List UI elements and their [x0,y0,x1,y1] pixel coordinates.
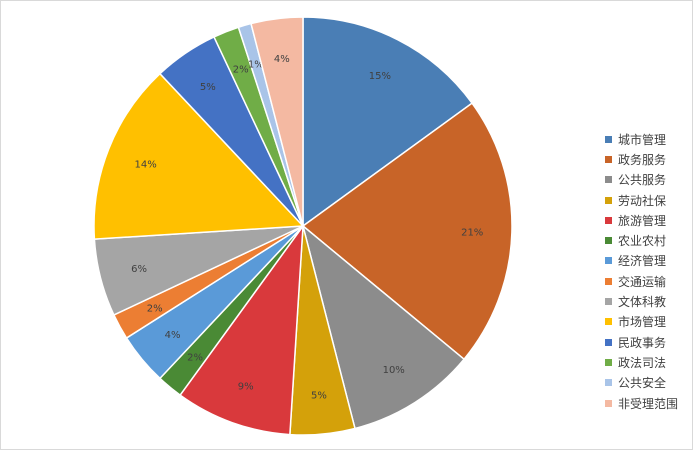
legend-item-14: 非受理范围 [605,393,678,413]
slice-data-label-6: 2% [187,352,203,363]
slice-data-label-4: 5% [311,391,327,402]
legend: 城市管理政务服务公共服务劳动社保旅游管理农业农村经济管理交通运输文体科教市场管理… [605,129,678,413]
legend-swatch [605,257,612,265]
slice-data-label-3: 10% [383,365,405,376]
legend-swatch [605,155,612,163]
slice-data-label-14: 4% [274,54,290,65]
legend-swatch [605,196,612,204]
legend-item-2: 政务服务 [605,149,678,169]
legend-label: 公共服务 [618,173,667,188]
legend-label: 城市管理 [618,132,667,147]
legend-item-13: 公共安全 [605,373,678,393]
legend-swatch [605,176,612,184]
legend-swatch [605,298,612,306]
legend-label: 非受理范围 [618,396,679,411]
legend-swatch [605,277,612,285]
pie-slice-14 [250,16,304,227]
legend-swatch [605,237,612,245]
legend-label: 旅游管理 [618,213,667,228]
legend-swatch [605,399,612,407]
legend-item-9: 文体科教 [605,291,678,311]
pie-slice-10 [93,72,305,240]
legend-item-5: 旅游管理 [605,210,678,230]
legend-item-12: 政法司法 [605,352,678,372]
legend-item-3: 公共服务 [605,170,678,190]
legend-label: 政法司法 [618,355,667,370]
legend-item-7: 经济管理 [605,251,678,271]
legend-label: 农业农村 [618,234,667,249]
slice-data-label-2: 21% [461,227,483,238]
legend-item-6: 农业农村 [605,230,678,250]
legend-swatch [605,379,612,387]
pie-slice-3 [301,223,466,430]
legend-swatch [605,358,612,366]
legend-label: 文体科教 [618,295,667,310]
slice-data-label-12: 2% [233,65,249,76]
legend-label: 经济管理 [618,254,667,269]
slice-data-label-9: 6% [131,264,147,275]
legend-label: 市场管理 [618,315,667,330]
legend-item-11: 民政事务 [605,332,678,352]
legend-label: 劳动社保 [618,193,667,208]
legend-swatch [605,338,612,346]
slice-data-label-11: 5% [200,82,216,93]
legend-swatch [605,216,612,224]
slice-data-label-1: 15% [369,71,391,82]
slice-data-label-13: 1% [248,59,264,70]
legend-label: 民政事务 [618,335,667,350]
slice-data-label-5: 9% [238,381,254,392]
legend-label: 公共安全 [618,376,667,391]
slice-data-label-10: 14% [134,160,156,171]
legend-item-1: 城市管理 [605,129,678,149]
slice-data-label-7: 4% [165,330,181,341]
legend-item-10: 市场管理 [605,312,678,332]
legend-swatch [605,135,612,143]
legend-label: 政务服务 [618,152,667,167]
slice-data-label-8: 2% [147,304,163,315]
legend-label: 交通运输 [618,274,667,289]
pie-slice-5 [179,223,304,436]
legend-item-8: 交通运输 [605,271,678,291]
pie-slice-1 [302,16,474,228]
pie-slice-2 [301,102,513,361]
legend-swatch [605,318,612,326]
legend-item-4: 劳动社保 [605,190,678,210]
